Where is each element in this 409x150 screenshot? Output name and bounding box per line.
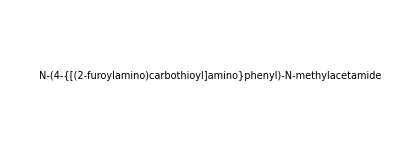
- Text: N-(4-{[(2-furoylamino)carbothioyl]amino}phenyl)-N-methylacetamide: N-(4-{[(2-furoylamino)carbothioyl]amino}…: [39, 71, 380, 81]
